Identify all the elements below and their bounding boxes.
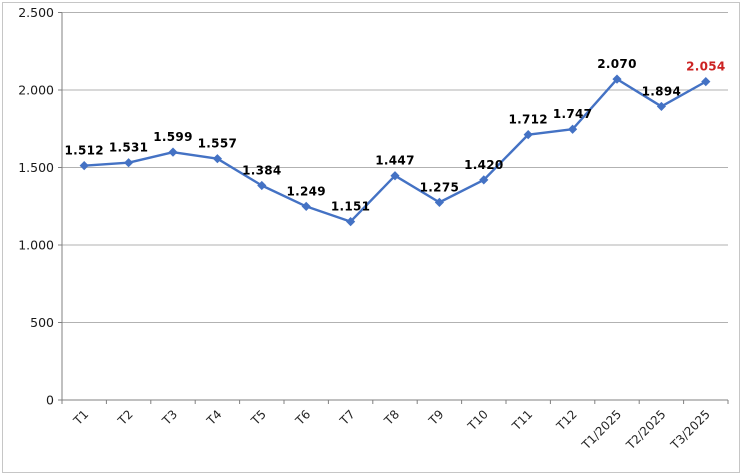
data-point-marker <box>612 74 622 84</box>
x-axis-category-label: T10 <box>464 407 491 434</box>
y-axis-tick-label: 1.500 <box>18 160 54 175</box>
data-label: 1.894 <box>642 84 681 98</box>
data-label: 1.275 <box>420 180 459 194</box>
data-series-line <box>84 77 707 223</box>
data-point-marker <box>701 77 711 87</box>
x-axis-category-label: T2 <box>115 407 136 428</box>
data-point-marker <box>168 147 178 157</box>
x-axis-category-label: T3 <box>159 407 180 428</box>
data-point-marker <box>301 201 311 212</box>
data-label: 1.531 <box>109 141 148 155</box>
data-label: 1.557 <box>198 137 237 151</box>
y-axis-tick-label: 2.000 <box>18 83 54 98</box>
data-label: 1.512 <box>64 144 103 158</box>
data-point-marker <box>346 216 356 227</box>
data-point-marker <box>479 175 489 185</box>
data-point-marker <box>523 130 533 140</box>
y-axis-tick-label: 2.500 <box>18 5 54 20</box>
data-point-marker <box>390 171 400 181</box>
x-axis-category-label: T12 <box>553 407 580 434</box>
data-label: 2.070 <box>597 57 636 71</box>
x-axis-category-label: T1/2025 <box>578 407 624 453</box>
data-label: 1.384 <box>242 163 281 177</box>
data-label: 2.054 <box>686 60 725 74</box>
data-label: 1.712 <box>508 113 547 127</box>
data-point-marker <box>434 197 444 207</box>
x-axis-category-label: T11 <box>509 407 536 434</box>
data-point-marker <box>79 161 89 171</box>
x-axis-category-label: T3/2025 <box>667 407 713 453</box>
data-label: 1.151 <box>331 200 370 214</box>
data-label: 1.599 <box>153 130 192 144</box>
y-axis-tick-label: 0 <box>46 393 54 408</box>
x-axis-category-label: T4 <box>203 407 224 428</box>
x-axis-category-label: T7 <box>337 407 358 428</box>
x-axis-category-label: T1 <box>70 407 91 428</box>
data-point-marker <box>656 101 666 112</box>
x-axis-category-label: T6 <box>292 407 313 428</box>
y-axis-tick-label: 1.000 <box>18 238 54 253</box>
data-label: 1.249 <box>286 184 325 198</box>
data-label: 1.420 <box>464 158 503 172</box>
data-label: 1.447 <box>375 154 414 168</box>
x-axis-category-label: T9 <box>425 407 446 428</box>
x-axis-category-label: T8 <box>381 407 402 428</box>
data-label: 1.747 <box>553 107 592 121</box>
x-axis-category-label: T5 <box>248 407 269 428</box>
x-axis-category-label: T2/2025 <box>623 407 669 453</box>
data-point-marker <box>568 124 578 134</box>
data-point-marker <box>212 154 222 164</box>
data-point-marker <box>257 180 267 191</box>
y-axis-tick-label: 500 <box>30 315 54 330</box>
data-point-marker <box>124 158 134 168</box>
